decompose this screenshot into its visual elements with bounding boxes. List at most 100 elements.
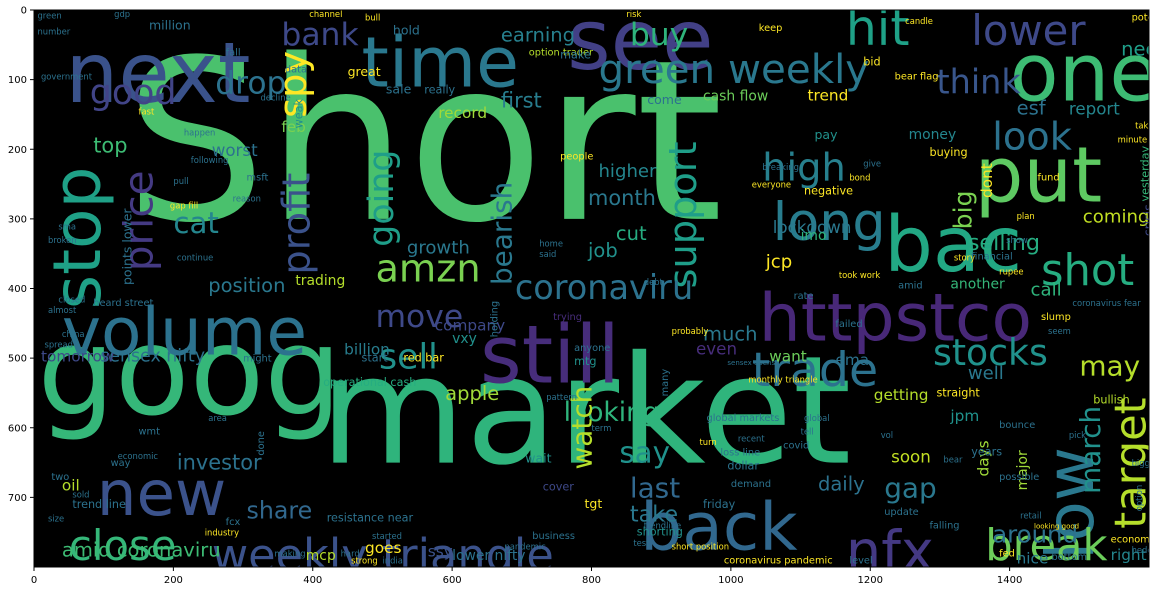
word-bear: bear (943, 455, 963, 465)
word-green-weekly: green weekly (598, 45, 869, 93)
word-spy: spy (271, 51, 316, 118)
word-job: job (587, 239, 618, 262)
word-coronaviru: coronaviru (515, 268, 693, 307)
word-tomorrow: tomorrow (41, 348, 114, 366)
word-turn: turn (700, 437, 717, 447)
word-vxy: vxy (452, 331, 477, 347)
word-done: done (256, 431, 267, 455)
word-jcp: jcp (765, 252, 792, 273)
word-hold: hold (393, 22, 420, 37)
word-decline: decline (260, 93, 290, 103)
word-low: low (1032, 447, 1109, 560)
word-trade: trade (752, 343, 878, 398)
word-time: time (362, 23, 519, 104)
word-sell: sell (379, 338, 438, 378)
word-pull: pull (173, 176, 188, 186)
word-volume: volume (62, 294, 307, 371)
word-sma: sma (58, 221, 76, 231)
word-bank: bank (281, 17, 359, 53)
word-apple: apple (445, 382, 499, 405)
word-candle: candle (905, 16, 933, 26)
word-tell: tell (801, 427, 814, 437)
word-days: days (975, 440, 993, 476)
word-sale: sale (386, 82, 412, 97)
word-said: said (539, 249, 556, 259)
word-data: data (285, 65, 307, 76)
word-coronavirus-pandemic: coronavirus pandemic (724, 556, 833, 567)
word-amzn: amzn (375, 247, 480, 292)
word-bond: bond (849, 173, 870, 183)
word-around: around (992, 520, 1078, 549)
word-started: started (372, 531, 402, 541)
word-money: money (909, 127, 957, 143)
word-keep: keep (759, 23, 783, 34)
word-looking: looking (564, 397, 660, 428)
word-tgt: tgt (585, 496, 603, 511)
word-hit: hit (846, 0, 910, 57)
word-resistance-near: resistance near (327, 512, 414, 525)
word-number: number (37, 26, 70, 36)
word-see: see (567, 0, 713, 89)
word-goes: goes (365, 539, 401, 557)
word-weak: weak (292, 98, 305, 128)
word-think: think (936, 63, 1021, 102)
word-Short: Short (125, 12, 723, 272)
word-covid: covid (783, 441, 809, 452)
word-area: area (208, 413, 227, 423)
word-new: new (97, 457, 227, 530)
word-call: call (1031, 279, 1062, 300)
word-share: share (247, 496, 313, 524)
word-risk: risk (626, 9, 641, 19)
word-give: give (863, 159, 881, 169)
word-buy: buy (630, 17, 688, 53)
word-bearish: bearish (485, 182, 518, 285)
word-government: government (41, 72, 93, 82)
word-make: make (560, 49, 591, 62)
word-want: want (769, 348, 807, 366)
word-billion: billion (344, 341, 390, 359)
word-fund: fund (1038, 173, 1060, 184)
word-imo: imo (801, 228, 827, 244)
word-amid: amid (898, 281, 923, 292)
word-bid: bid (863, 56, 880, 69)
word-bac: bac (884, 201, 1022, 290)
word-trying: trying (553, 312, 582, 323)
word-gdp: gdp (114, 9, 130, 19)
word-march: march (1074, 406, 1107, 494)
word-industry: industry (205, 528, 239, 538)
word-one: one (1010, 27, 1156, 120)
word-monthly-triangle: monthly triangle (748, 374, 817, 384)
word-shot: shot (1041, 246, 1134, 296)
word-green: green (37, 10, 61, 20)
word-take: take (630, 502, 678, 528)
y-tick-label: 400 (8, 284, 27, 295)
word-straight: straight (936, 386, 980, 399)
word-daily: daily (818, 472, 865, 495)
x-tick-label: 1400 (997, 575, 1022, 586)
y-tick-label: 100 (8, 75, 27, 86)
x-tick-label: 800 (582, 575, 601, 586)
word-pandemic: pandemic (504, 542, 546, 552)
word-wait: wait (525, 451, 551, 466)
word-close: close (69, 521, 177, 570)
word-another: another (950, 277, 1005, 293)
word-back: back (640, 489, 798, 566)
word-stocks: stocks (933, 331, 1048, 374)
word-million: million (149, 17, 191, 32)
word-vol: vol (881, 430, 893, 440)
word-nfx: nfx (846, 519, 934, 584)
word-move: move (375, 299, 463, 335)
word-heard-street: heard street (93, 298, 153, 309)
word-look: look (992, 114, 1073, 159)
word-trend: trend (808, 87, 849, 105)
word-bounce: bounce (999, 420, 1035, 431)
word-goog: goog (37, 301, 341, 443)
word-drop: drop (215, 66, 286, 102)
word-seem: seem (1048, 326, 1071, 336)
word-gap: gap (884, 471, 937, 504)
word-test: test (633, 538, 650, 548)
word-loss-line: loss line (720, 448, 760, 459)
word-cut: cut (616, 222, 647, 245)
word-target: target (1107, 397, 1156, 528)
word-sensex-nifty: sensex nifty (100, 347, 205, 367)
